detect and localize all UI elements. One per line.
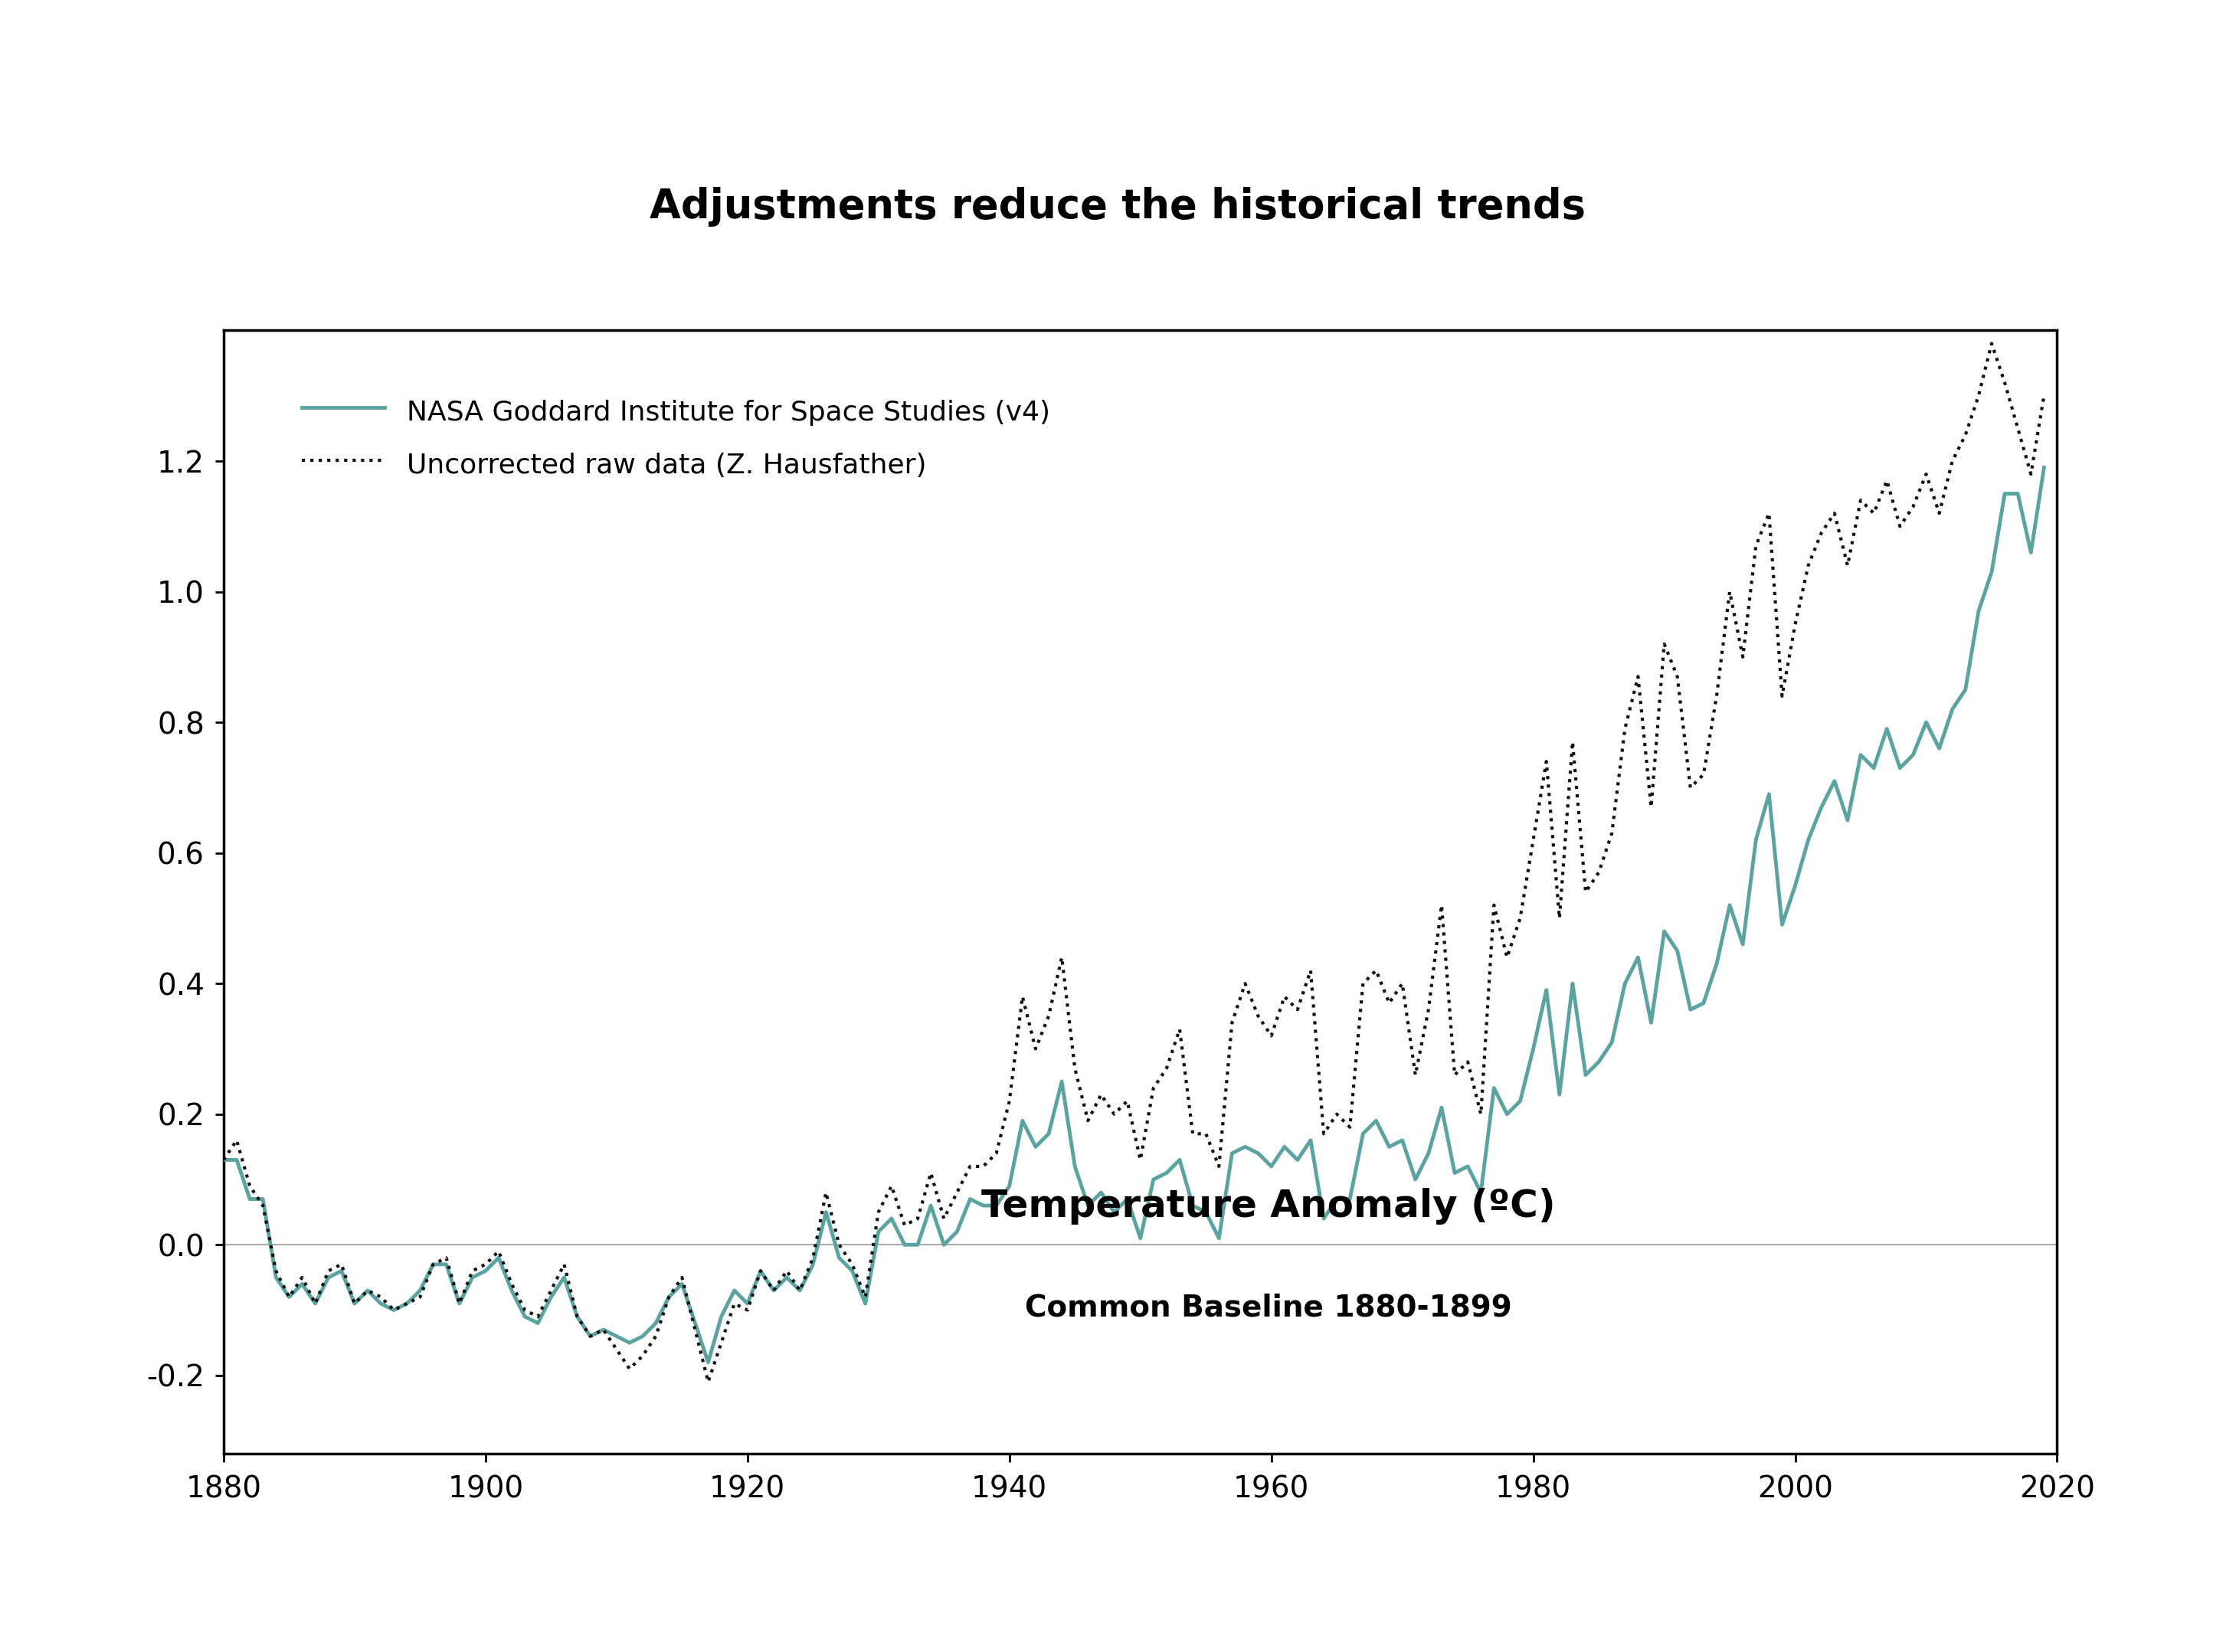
NASA Goddard Institute for Space Studies (v4) [2030, 458, 2057, 477]
Line: NASA Goddard Institute for Space Studies (v4): NASA Goddard Institute for Space Studies… [224, 468, 2044, 1363]
NASA Goddard Institute for Space Studies (v4) [695, 1353, 722, 1373]
NASA Goddard Institute for Space Studies (v4) [275, 1287, 302, 1307]
Uncorrected raw data (Z. Hausfather) [1979, 334, 2006, 354]
NASA Goddard Institute for Space Studies (v4) [394, 1294, 420, 1313]
Text: Adjustments reduce the historical trends: Adjustments reduce the historical trends [651, 187, 1585, 226]
Uncorrected raw data (Z. Hausfather) [984, 1143, 1011, 1163]
NASA Goddard Institute for Space Studies (v4) [1127, 1229, 1154, 1249]
Uncorrected raw data (Z. Hausfather) [315, 1260, 342, 1280]
Line: Uncorrected raw data (Z. Hausfather): Uncorrected raw data (Z. Hausfather) [224, 344, 2044, 1383]
Uncorrected raw data (Z. Hausfather) [537, 1280, 563, 1300]
Legend: NASA Goddard Institute for Space Studies (v4), Uncorrected raw data (Z. Hausfath: NASA Goddard Institute for Space Studies… [275, 367, 1078, 509]
Uncorrected raw data (Z. Hausfather) [695, 1373, 722, 1393]
Uncorrected raw data (Z. Hausfather) [394, 1294, 420, 1313]
Text: Common Baseline 1880-1899: Common Baseline 1880-1899 [1026, 1294, 1512, 1322]
NASA Goddard Institute for Space Studies (v4) [537, 1287, 563, 1307]
Uncorrected raw data (Z. Hausfather) [275, 1287, 302, 1307]
NASA Goddard Institute for Space Studies (v4) [315, 1267, 342, 1287]
Uncorrected raw data (Z. Hausfather) [1127, 1150, 1154, 1170]
Text: Temperature Anomaly (ºC): Temperature Anomaly (ºC) [982, 1188, 1556, 1226]
NASA Goddard Institute for Space Studies (v4) [210, 1150, 237, 1170]
NASA Goddard Institute for Space Studies (v4) [2017, 542, 2044, 562]
Uncorrected raw data (Z. Hausfather) [2030, 387, 2057, 406]
Uncorrected raw data (Z. Hausfather) [210, 1150, 237, 1170]
